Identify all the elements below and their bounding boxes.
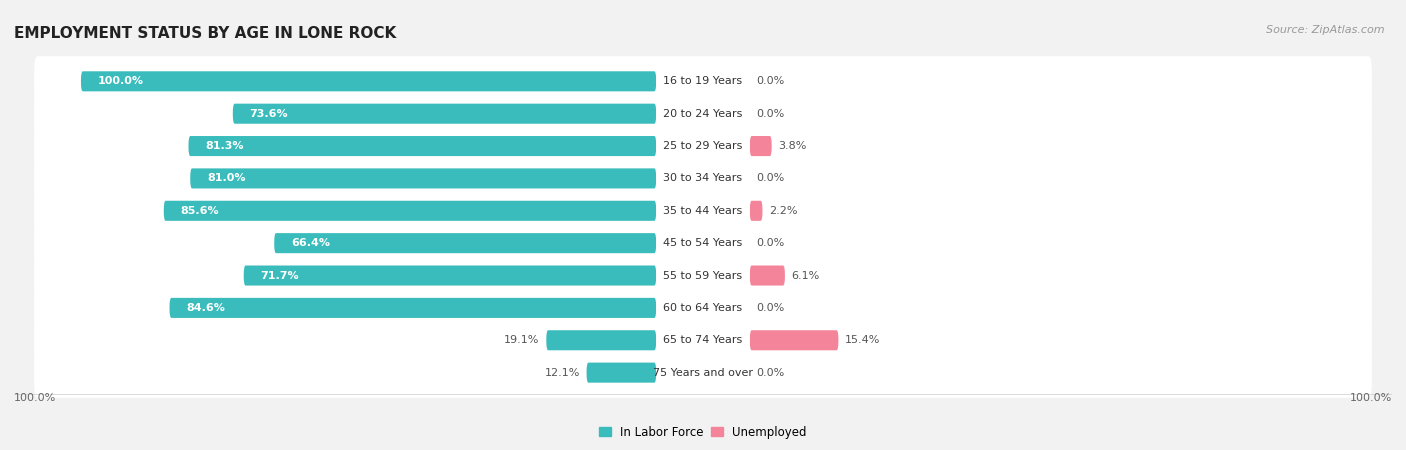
FancyBboxPatch shape [190,168,657,189]
Text: 84.6%: 84.6% [186,303,225,313]
Text: 0.0%: 0.0% [756,109,785,119]
Text: 66.4%: 66.4% [291,238,330,248]
FancyBboxPatch shape [547,330,657,350]
Text: 100.0%: 100.0% [14,393,56,403]
Text: 35 to 44 Years: 35 to 44 Years [664,206,742,216]
FancyBboxPatch shape [170,298,657,318]
Text: 30 to 34 Years: 30 to 34 Years [664,173,742,184]
Text: EMPLOYMENT STATUS BY AGE IN LONE ROCK: EMPLOYMENT STATUS BY AGE IN LONE ROCK [14,26,396,41]
Text: 12.1%: 12.1% [544,368,579,378]
Text: 71.7%: 71.7% [260,270,299,280]
FancyBboxPatch shape [34,315,1372,365]
FancyBboxPatch shape [34,218,1372,268]
FancyBboxPatch shape [163,201,657,221]
FancyBboxPatch shape [34,347,1372,398]
FancyBboxPatch shape [34,153,1372,203]
Text: 15.4%: 15.4% [845,335,880,345]
Text: 81.0%: 81.0% [207,173,246,184]
FancyBboxPatch shape [749,136,772,156]
FancyBboxPatch shape [657,330,749,350]
FancyBboxPatch shape [657,233,749,253]
Text: 19.1%: 19.1% [505,335,540,345]
FancyBboxPatch shape [34,121,1372,171]
FancyBboxPatch shape [657,298,749,318]
FancyBboxPatch shape [657,363,749,382]
Text: 45 to 54 Years: 45 to 54 Years [664,238,742,248]
FancyBboxPatch shape [657,104,749,124]
FancyBboxPatch shape [749,330,838,350]
Text: 85.6%: 85.6% [180,206,219,216]
FancyBboxPatch shape [34,283,1372,333]
FancyBboxPatch shape [34,186,1372,236]
FancyBboxPatch shape [657,266,749,286]
Text: 0.0%: 0.0% [756,368,785,378]
Text: 6.1%: 6.1% [792,270,820,280]
FancyBboxPatch shape [749,201,762,221]
FancyBboxPatch shape [82,71,657,91]
Text: 0.0%: 0.0% [756,303,785,313]
Text: 65 to 74 Years: 65 to 74 Years [664,335,742,345]
Text: 100.0%: 100.0% [1350,393,1392,403]
FancyBboxPatch shape [586,363,657,382]
Text: 81.3%: 81.3% [205,141,243,151]
Text: 55 to 59 Years: 55 to 59 Years [664,270,742,280]
Text: 16 to 19 Years: 16 to 19 Years [664,76,742,86]
Text: 2.2%: 2.2% [769,206,797,216]
FancyBboxPatch shape [34,89,1372,139]
FancyBboxPatch shape [657,168,749,189]
Text: 73.6%: 73.6% [249,109,288,119]
FancyBboxPatch shape [657,71,749,91]
Text: 0.0%: 0.0% [756,238,785,248]
FancyBboxPatch shape [34,56,1372,106]
FancyBboxPatch shape [233,104,657,124]
FancyBboxPatch shape [657,201,749,221]
Text: 100.0%: 100.0% [97,76,143,86]
Text: 25 to 29 Years: 25 to 29 Years [664,141,742,151]
FancyBboxPatch shape [274,233,657,253]
Text: 60 to 64 Years: 60 to 64 Years [664,303,742,313]
FancyBboxPatch shape [749,266,785,286]
FancyBboxPatch shape [657,136,749,156]
Text: 3.8%: 3.8% [779,141,807,151]
Text: 75 Years and over: 75 Years and over [652,368,754,378]
FancyBboxPatch shape [243,266,657,286]
FancyBboxPatch shape [34,251,1372,301]
FancyBboxPatch shape [188,136,657,156]
Text: 0.0%: 0.0% [756,173,785,184]
Text: 0.0%: 0.0% [756,76,785,86]
Text: 20 to 24 Years: 20 to 24 Years [664,109,742,119]
Text: Source: ZipAtlas.com: Source: ZipAtlas.com [1267,25,1385,35]
Legend: In Labor Force, Unemployed: In Labor Force, Unemployed [595,421,811,443]
